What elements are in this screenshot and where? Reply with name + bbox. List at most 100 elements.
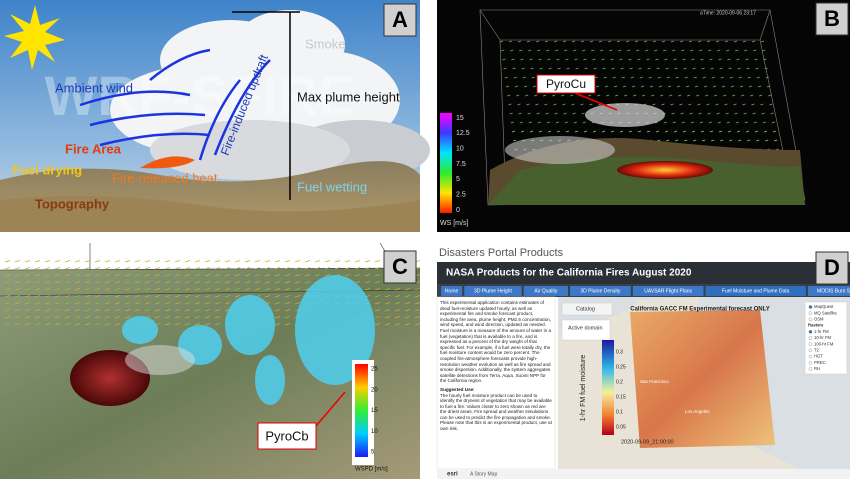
catalog-button[interactable] [561, 302, 613, 316]
vector [84, 267, 91, 270]
vector [528, 49, 532, 52]
tab-label[interactable]: MODIS Burn Scars [817, 288, 850, 294]
vector [254, 267, 261, 270]
tab-label[interactable]: 3D Plume Height [474, 288, 512, 294]
tab[interactable] [705, 286, 806, 296]
vector [745, 130, 750, 133]
vector [84, 309, 91, 312]
vector [511, 58, 515, 61]
vector [554, 112, 558, 115]
layer-radio[interactable] [808, 311, 813, 316]
vector [234, 274, 241, 277]
vector [671, 112, 675, 115]
tab-label[interactable]: UAVSAR Flight Plans [644, 288, 692, 294]
vector [532, 85, 537, 88]
catalog-label[interactable]: Catalog [576, 306, 595, 312]
vector [762, 121, 766, 124]
vector [274, 288, 281, 291]
vector [134, 267, 141, 270]
tab-label[interactable]: Air Quality [534, 288, 558, 294]
layer-radio[interactable] [808, 342, 813, 347]
vector [742, 40, 747, 43]
tab[interactable] [441, 286, 463, 296]
vector [54, 316, 61, 319]
vector [44, 267, 51, 270]
vector [683, 67, 687, 70]
vector [510, 49, 514, 52]
vector [54, 302, 61, 305]
layer-radio[interactable] [808, 367, 813, 371]
colorbar-tick-label: 0 [456, 207, 460, 214]
vector [214, 288, 221, 291]
vector [224, 281, 231, 284]
vector [637, 130, 642, 133]
vector [274, 260, 281, 263]
vector [555, 49, 559, 52]
vector [613, 85, 618, 88]
vector [154, 260, 161, 263]
vector [244, 274, 251, 277]
label-fire-area: Fire Area [65, 141, 122, 156]
vector [521, 67, 525, 70]
vector [374, 288, 381, 291]
vector [520, 58, 524, 61]
vector [74, 323, 81, 326]
layer-radio[interactable] [808, 348, 813, 353]
vector [364, 274, 371, 277]
vector [684, 139, 688, 142]
tab-label[interactable]: 3D Plume Density [580, 288, 621, 294]
vector [654, 49, 658, 52]
vector [314, 274, 321, 277]
vector [164, 288, 171, 291]
vector [557, 67, 561, 70]
layer-item: MapQuest [814, 304, 834, 309]
vector [244, 260, 251, 263]
vector [114, 302, 121, 305]
vector [584, 67, 588, 70]
vector [675, 76, 679, 79]
vector [518, 112, 522, 115]
vector [693, 139, 697, 142]
vector [364, 281, 371, 284]
vector [574, 58, 578, 61]
vector [637, 58, 641, 61]
vector [763, 58, 767, 61]
timestamp: 2020-09-09_21:00:00 [621, 439, 674, 445]
layer-radio[interactable] [808, 329, 813, 334]
layer-radio[interactable] [808, 305, 813, 309]
vector [14, 302, 21, 305]
tab[interactable] [523, 286, 568, 296]
domain-selector[interactable] [561, 319, 611, 341]
vector [691, 130, 696, 133]
vector [294, 288, 301, 291]
vector [730, 85, 735, 88]
tab[interactable] [464, 286, 522, 296]
vector [364, 260, 371, 263]
vector [64, 267, 71, 270]
vector [583, 130, 588, 133]
vector [726, 49, 730, 52]
label-pyrocu: PyroCu [546, 77, 586, 91]
vector [194, 309, 201, 312]
vector [174, 274, 181, 277]
layer-radio[interactable] [808, 317, 813, 322]
vector [537, 121, 541, 124]
vector [244, 288, 251, 291]
vector [384, 302, 391, 305]
vector [124, 295, 131, 298]
layer-radio[interactable] [808, 354, 813, 359]
tab[interactable] [807, 286, 850, 296]
vector [746, 67, 750, 70]
layer-radio[interactable] [808, 336, 813, 340]
vector [64, 309, 71, 312]
tab[interactable] [632, 286, 704, 296]
tab-label[interactable]: Home [445, 288, 459, 294]
vector [94, 267, 101, 270]
vector [4, 288, 11, 291]
vector [94, 295, 101, 298]
tab-label[interactable]: Fuel Moisture and Plume Data [722, 288, 790, 294]
tab[interactable] [570, 286, 631, 296]
vector [204, 260, 211, 263]
layer-radio[interactable] [808, 360, 813, 365]
vector [519, 49, 523, 52]
